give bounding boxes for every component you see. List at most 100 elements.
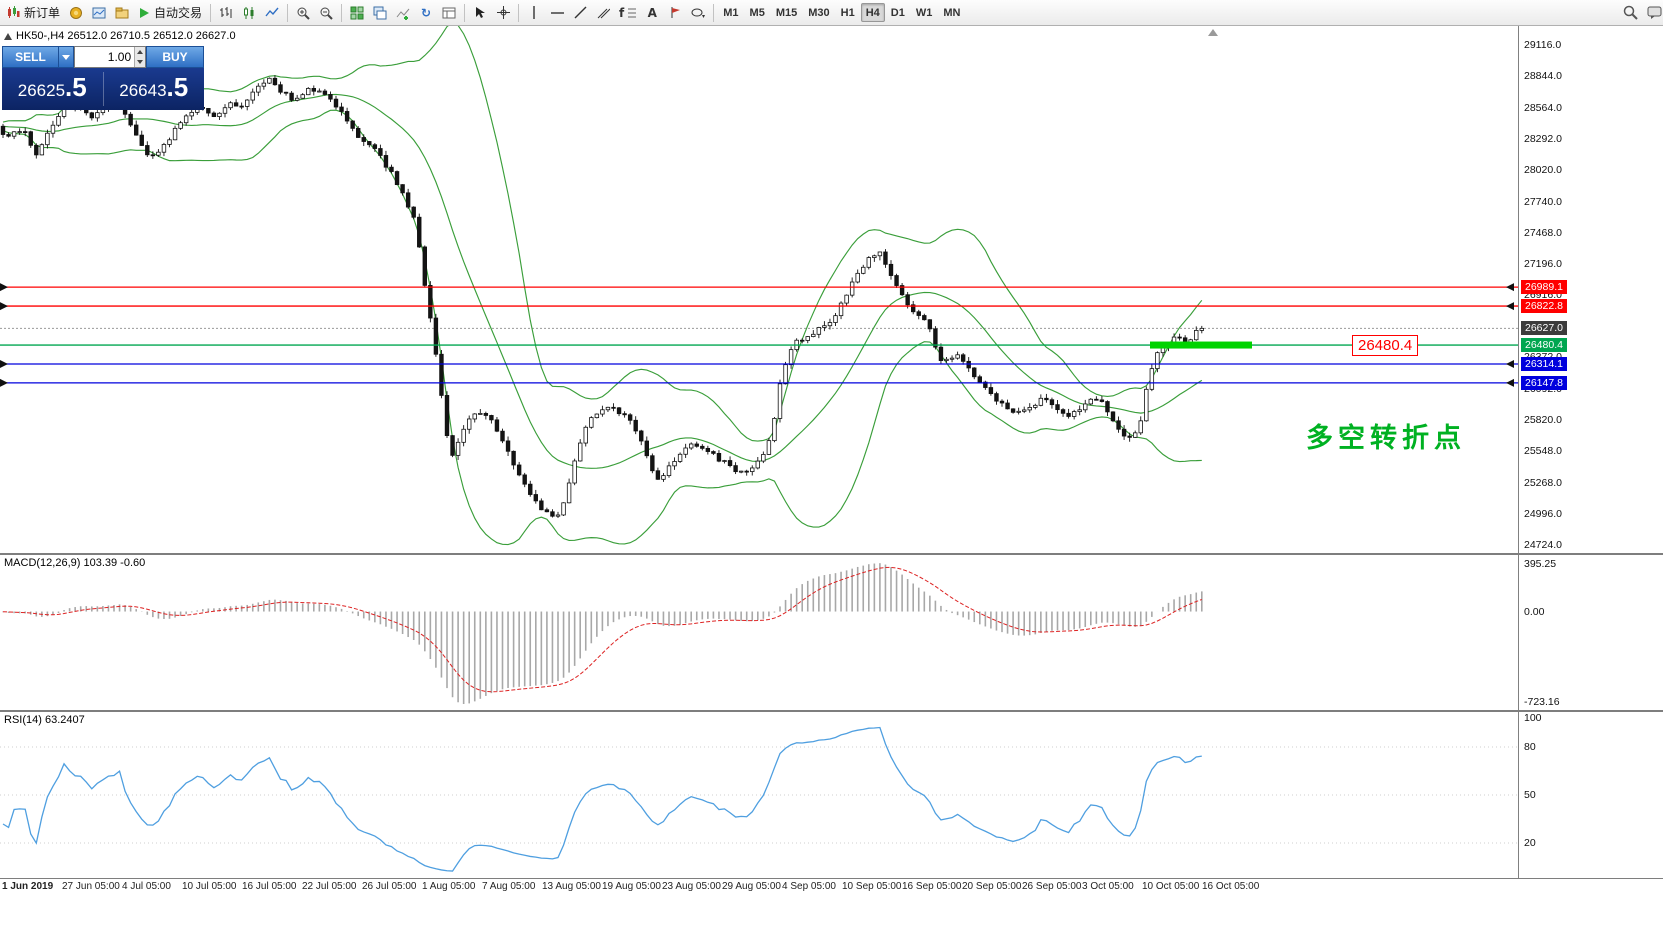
rsi-pane[interactable]: RSI(14) 63.2407 100 80 50 20	[0, 712, 1663, 879]
vertical-line-tool-button[interactable]	[523, 2, 545, 23]
macd-canvas[interactable]	[0, 555, 1518, 710]
macd-axis[interactable]: 395.25 0.00 -723.16	[1518, 555, 1663, 710]
tile-windows-button[interactable]	[346, 2, 368, 23]
candlestick-icon	[244, 6, 254, 19]
fibonacci-tool-button[interactable]: f	[615, 2, 640, 23]
horizontal-line-icon	[550, 11, 564, 14]
timeframe-m30-button[interactable]: M30	[803, 3, 834, 22]
horizontal-line-tool-button[interactable]	[546, 2, 568, 23]
new-order-button[interactable]: 新订单	[3, 2, 64, 23]
trade-panel-controls: SELL BUY	[2, 46, 204, 68]
bar-chart-mode-button[interactable]	[215, 2, 237, 23]
search-button[interactable]	[1619, 2, 1642, 23]
line-chart-mode-button[interactable]	[261, 2, 283, 23]
price-chart-canvas[interactable]	[0, 26, 1518, 553]
price-axis-label: 25820.0	[1524, 414, 1562, 427]
add-indicator-button[interactable]	[392, 2, 414, 23]
shapes-tool-button[interactable]	[687, 2, 709, 23]
zoom-in-icon	[297, 7, 310, 20]
time-axis-label: 26 Sep 05:00	[1022, 881, 1082, 892]
time-axis-label: 10 Oct 05:00	[1142, 881, 1200, 892]
timeframe-m5-button[interactable]: M5	[745, 3, 770, 22]
time-axis-label: 4 Jul 05:00	[122, 881, 171, 892]
price-tag: 26627.0	[1521, 321, 1567, 336]
toolbar-separator	[464, 3, 466, 22]
fibonacci-lines-icon	[628, 8, 637, 17]
rsi-axis-label: 20	[1524, 837, 1536, 849]
autotrade-label: 自动交易	[154, 6, 203, 20]
timeframe-m15-button[interactable]: M15	[771, 3, 802, 22]
price-axis-label: 27196.0	[1524, 257, 1562, 270]
channel-tool-button[interactable]	[592, 2, 614, 23]
price-axis-label: 24996.0	[1524, 508, 1562, 521]
cursor-tool-button[interactable]	[469, 2, 491, 23]
one-click-trading-panel: SELL BUY 26625.5 26643.5	[2, 46, 204, 110]
market-watch-icon	[70, 6, 83, 19]
market-watch-button[interactable]	[65, 2, 87, 23]
label-tool-button[interactable]	[664, 2, 686, 23]
crosshair-tool-button[interactable]	[492, 2, 514, 23]
price-tag: 26989.1	[1521, 280, 1567, 295]
pivot-price-label[interactable]: 26480.4	[1352, 335, 1419, 357]
symbol-ohlc-text: HK50-,H4 26512.0 26710.5 26512.0 26627.0	[16, 30, 236, 42]
price-tag: 26147.8	[1521, 375, 1567, 390]
cascade-windows-button[interactable]	[369, 2, 391, 23]
volume-decrease-button[interactable]	[135, 57, 145, 67]
buy-price-frac: .5	[166, 72, 189, 102]
trendline-tool-button[interactable]	[569, 2, 591, 23]
cascade-windows-icon	[373, 6, 387, 19]
timeframe-m1-button[interactable]: M1	[718, 3, 743, 22]
timeframe-w1-button[interactable]: W1	[911, 3, 938, 22]
chart-shift-marker	[1208, 29, 1218, 36]
timeframe-h4-button[interactable]: H4	[860, 3, 885, 22]
timeframe-h1-button[interactable]: H1	[836, 3, 860, 22]
sell-button[interactable]: SELL	[2, 46, 59, 68]
chart-template-button[interactable]	[438, 2, 460, 23]
volume-input[interactable]	[75, 47, 135, 67]
profiles-button[interactable]	[111, 2, 133, 23]
zoom-in-button[interactable]	[292, 2, 314, 23]
buy-button[interactable]: BUY	[146, 46, 204, 68]
time-axis-label: 1 Aug 05:00	[422, 881, 476, 892]
macd-axis-label: 395.25	[1524, 558, 1557, 570]
time-axis[interactable]: 1 Jun 2019 27 Jun 05:00 4 Jul 05:00 10 Jul …	[0, 879, 1663, 896]
price-axis-label: 28292.0	[1524, 132, 1562, 145]
text-tool-button[interactable]: A	[641, 2, 663, 23]
timeframe-d1-button[interactable]: D1	[886, 3, 910, 22]
candlestick-mode-button[interactable]	[238, 2, 260, 23]
sell-price[interactable]: 26625.5	[2, 66, 103, 112]
rsi-canvas[interactable]	[0, 712, 1518, 878]
autotrade-button[interactable]: 自动交易	[134, 2, 206, 23]
volume-increase-button[interactable]	[135, 47, 145, 57]
price-axis-label: 28564.0	[1524, 101, 1562, 114]
time-axis-label: 3 Oct 05:00	[1082, 881, 1134, 892]
label-flag-icon	[671, 7, 680, 18]
zoom-out-button[interactable]	[315, 2, 337, 23]
chart-annotation-text[interactable]: 多空转折点	[1306, 423, 1466, 453]
time-axis-label: 23 Aug 05:00	[662, 881, 721, 892]
new-chart-button[interactable]	[88, 2, 110, 23]
timeframe-mn-button[interactable]: MN	[938, 3, 965, 22]
price-axis-label: 28844.0	[1524, 69, 1562, 82]
price-axis-label: 25268.0	[1524, 477, 1562, 490]
time-axis-label: 29 Aug 05:00	[722, 881, 781, 892]
line-chart-icon	[265, 7, 279, 16]
time-axis-label: 16 Oct 05:00	[1202, 881, 1260, 892]
trade-panel-prices: 26625.5 26643.5	[2, 68, 204, 110]
assistant-button[interactable]	[1643, 2, 1663, 23]
volume-box	[74, 46, 146, 68]
time-axis-label: 10 Sep 05:00	[842, 881, 902, 892]
chart-header: HK50-,H4 26512.0 26710.5 26512.0 26627.0	[4, 30, 236, 42]
order-type-dropdown[interactable]	[59, 46, 74, 68]
new-order-label: 新订单	[24, 6, 61, 20]
buy-price[interactable]: 26643.5	[104, 66, 205, 112]
cycle-symbols-button[interactable]: ↻	[415, 2, 437, 23]
sell-price-main: 26625	[17, 81, 66, 100]
price-chart-pane[interactable]: HK50-,H4 26512.0 26710.5 26512.0 26627.0…	[0, 26, 1663, 555]
macd-pane[interactable]: MACD(12,26,9) 103.39 -0.60 395.25 0.00 -72…	[0, 555, 1663, 712]
price-axis[interactable]: 29116.0 28844.0 28564.0 28292.0 28020.0 27740…	[1518, 26, 1663, 553]
text-tool-icon: A	[647, 5, 657, 20]
price-axis-label: 25548.0	[1524, 445, 1562, 458]
rsi-axis[interactable]: 100 80 50 20	[1518, 712, 1663, 878]
